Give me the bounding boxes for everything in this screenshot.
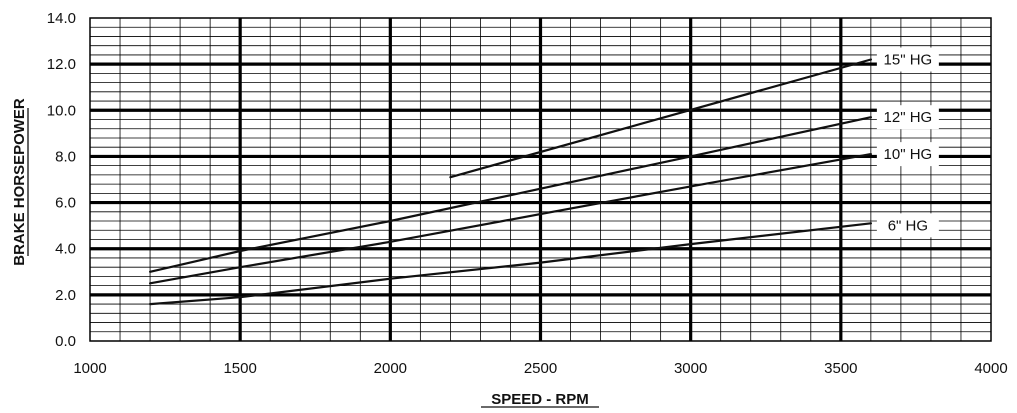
x-tick-label: 2500 xyxy=(524,360,557,377)
y-tick-label: 2.0 xyxy=(55,287,76,304)
y-tick-label: 10.0 xyxy=(47,102,76,119)
series-labels: 15" HG 12" HG 10" HG 6" HG xyxy=(876,47,939,238)
series-line xyxy=(149,222,873,306)
y-tick-label: 8.0 xyxy=(55,148,76,165)
series-label: 6" HG xyxy=(888,217,928,234)
series-label-bg xyxy=(876,142,939,167)
series-lines xyxy=(149,58,873,306)
major-gridlines xyxy=(90,18,991,341)
series-label-bg xyxy=(876,213,939,238)
x-tick-label: 4000 xyxy=(974,360,1007,377)
plot-frame xyxy=(89,17,992,342)
x-axis-tick-labels: 1000 1500 2000 2500 3000 3500 4000 xyxy=(73,360,1007,377)
series-label-bg xyxy=(876,105,939,130)
x-tick-label: 2000 xyxy=(374,360,407,377)
x-tick-label: 3500 xyxy=(824,360,857,377)
x-tick-label: 1000 xyxy=(73,360,106,377)
series-label: 10" HG xyxy=(884,146,933,163)
x-axis-title: SPEED - RPM xyxy=(491,391,589,408)
y-axis-title: BRAKE HORSEPOWER xyxy=(11,98,28,266)
y-tick-label: 0.0 xyxy=(55,333,76,350)
y-tick-label: 14.0 xyxy=(47,10,76,27)
y-tick-label: 4.0 xyxy=(55,241,76,258)
series-label: 12" HG xyxy=(884,109,933,126)
series-label: 15" HG xyxy=(884,52,933,69)
series-label-bg xyxy=(876,47,939,72)
series-line xyxy=(149,153,873,285)
series-line xyxy=(449,58,873,179)
y-tick-label: 6.0 xyxy=(55,195,76,212)
y-axis-tick-labels: 0.0 2.0 4.0 6.0 8.0 10.0 12.0 14.0 xyxy=(47,10,76,350)
series-line xyxy=(149,116,873,273)
x-tick-label: 3000 xyxy=(674,360,707,377)
x-tick-label: 1500 xyxy=(223,360,256,377)
y-tick-label: 12.0 xyxy=(47,56,76,73)
